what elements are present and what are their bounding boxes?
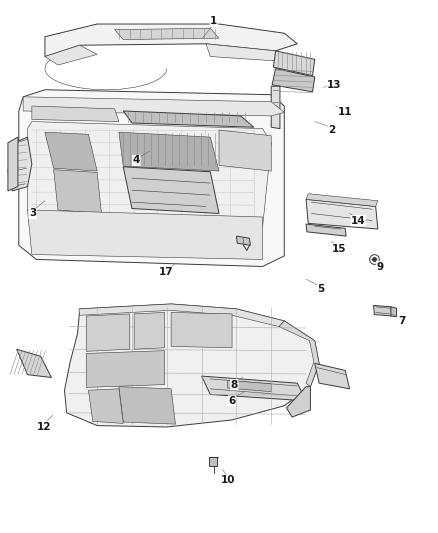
- Text: 12: 12: [37, 422, 51, 432]
- Text: 11: 11: [338, 107, 353, 117]
- Polygon shape: [28, 210, 262, 260]
- Polygon shape: [228, 381, 271, 392]
- Polygon shape: [119, 132, 219, 171]
- Text: 4: 4: [133, 156, 140, 165]
- Polygon shape: [28, 122, 271, 228]
- Polygon shape: [219, 130, 271, 171]
- Polygon shape: [8, 137, 18, 191]
- Polygon shape: [306, 199, 378, 229]
- Polygon shape: [64, 304, 319, 427]
- Polygon shape: [315, 364, 350, 389]
- Polygon shape: [391, 307, 396, 317]
- Polygon shape: [374, 305, 392, 316]
- Polygon shape: [272, 69, 315, 92]
- Polygon shape: [32, 106, 119, 122]
- Text: 10: 10: [220, 475, 235, 485]
- Polygon shape: [88, 389, 123, 423]
- Polygon shape: [273, 51, 315, 76]
- Text: 15: 15: [332, 244, 346, 254]
- Text: 2: 2: [328, 125, 336, 135]
- Polygon shape: [206, 44, 284, 61]
- Polygon shape: [8, 137, 32, 191]
- Text: 1: 1: [210, 16, 217, 26]
- Polygon shape: [123, 167, 219, 214]
- Polygon shape: [306, 193, 378, 206]
- Polygon shape: [19, 90, 284, 266]
- Text: 14: 14: [351, 215, 366, 225]
- Polygon shape: [45, 45, 97, 65]
- Text: 5: 5: [318, 284, 325, 294]
- Polygon shape: [45, 132, 97, 171]
- Polygon shape: [119, 386, 176, 424]
- Polygon shape: [17, 349, 51, 377]
- Text: 17: 17: [159, 267, 173, 277]
- Polygon shape: [123, 111, 254, 127]
- Polygon shape: [237, 236, 251, 245]
- Polygon shape: [86, 314, 130, 351]
- Polygon shape: [134, 312, 165, 349]
- Polygon shape: [53, 169, 102, 214]
- Polygon shape: [79, 304, 284, 327]
- Polygon shape: [208, 457, 217, 466]
- Text: 8: 8: [231, 379, 238, 390]
- Text: 9: 9: [377, 262, 384, 271]
- Polygon shape: [279, 321, 319, 386]
- Polygon shape: [271, 86, 280, 128]
- Text: 6: 6: [229, 396, 236, 406]
- Polygon shape: [306, 224, 346, 236]
- Text: 7: 7: [398, 316, 406, 326]
- Polygon shape: [23, 97, 284, 116]
- Polygon shape: [86, 351, 165, 387]
- Text: 3: 3: [29, 208, 36, 219]
- Polygon shape: [45, 24, 297, 56]
- Polygon shape: [115, 28, 219, 39]
- Text: 13: 13: [327, 80, 342, 90]
- Polygon shape: [286, 386, 311, 417]
- Polygon shape: [201, 376, 306, 401]
- Polygon shape: [171, 312, 232, 348]
